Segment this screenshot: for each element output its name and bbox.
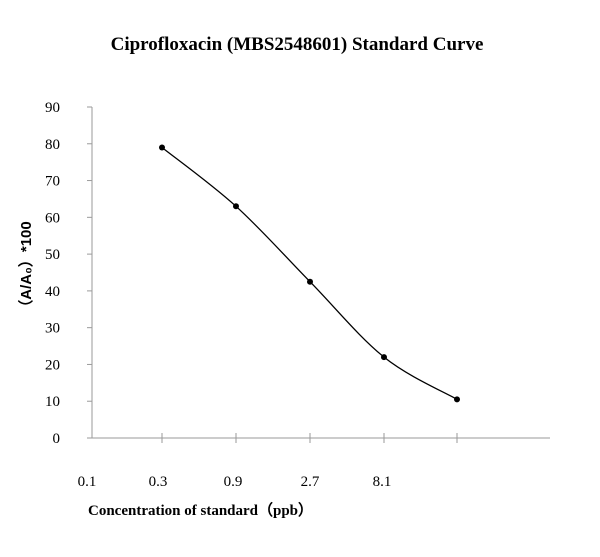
x-tick-label: 2.7 xyxy=(301,474,320,490)
x-tick-labels: 0.1 0.3 0.9 2.7 8.1 xyxy=(78,474,392,490)
y-axis xyxy=(87,106,93,439)
data-point xyxy=(381,354,387,361)
data-point xyxy=(454,396,460,403)
data-points xyxy=(159,144,460,403)
x-axis xyxy=(87,433,550,443)
y-tick-label: 60 xyxy=(45,210,60,226)
y-tick-label: 20 xyxy=(45,357,60,373)
data-point xyxy=(307,278,313,285)
chart-title: Ciprofloxacin (MBS2548601) Standard Curv… xyxy=(111,34,484,55)
series-line xyxy=(161,146,458,400)
x-tick-label: 0.9 xyxy=(224,474,243,490)
y-tick-label: 40 xyxy=(45,284,60,300)
y-tick-label: 0 xyxy=(53,431,61,447)
y-tick-label: 10 xyxy=(45,394,60,410)
y-tick-labels: 0 10 20 30 40 50 60 70 80 90 xyxy=(45,100,60,447)
y-tick-label: 90 xyxy=(45,100,60,116)
y-tick-label: 70 xyxy=(45,174,60,190)
x-tick-label: 8.1 xyxy=(373,474,392,490)
data-point xyxy=(233,203,239,210)
x-tick-label: 0.1 xyxy=(78,474,97,490)
y-tick-label: 80 xyxy=(45,137,60,153)
x-tick-label: 0.3 xyxy=(149,474,168,490)
x-axis-label: Concentration of standard（ppb） xyxy=(88,501,313,519)
y-tick-label: 30 xyxy=(45,321,60,337)
y-tick-label: 50 xyxy=(45,247,60,263)
y-axis-label: （A/A₀）*100 xyxy=(17,221,35,314)
data-point xyxy=(159,144,165,151)
